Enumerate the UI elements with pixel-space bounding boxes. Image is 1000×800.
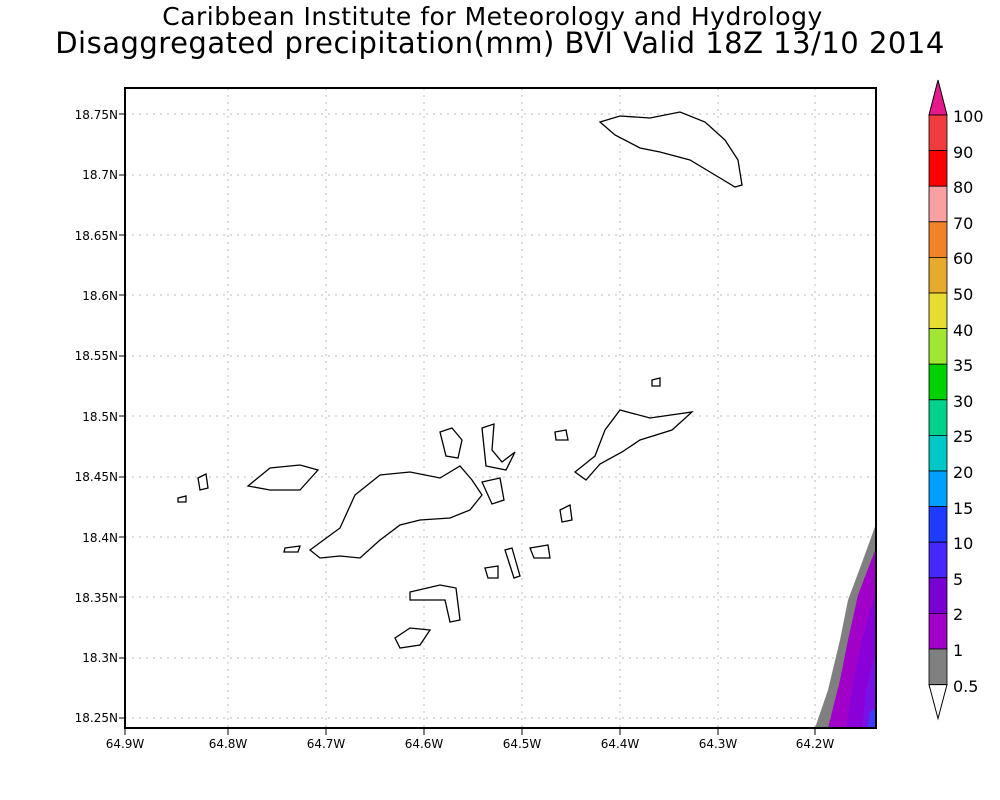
colorbar-segment xyxy=(928,114,948,151)
colorbar-label: 2 xyxy=(953,605,963,624)
lon-tick-label: 64.7W xyxy=(307,737,346,751)
island-salt xyxy=(484,565,499,579)
lon-tick-label: 64.6W xyxy=(405,737,444,751)
colorbar-segment xyxy=(928,256,948,294)
colorbar-labels: 100 90 80 70 60 50 40 35 30 25 20 15 10 … xyxy=(953,107,984,696)
colorbar-label: 35 xyxy=(953,356,973,375)
island-ginger xyxy=(529,544,551,559)
island-necker xyxy=(651,377,661,387)
colorbar-label: 100 xyxy=(953,107,984,126)
lat-tick-labels: 18.75N 18.7N 18.65N 18.6N 18.55N 18.5N 1… xyxy=(75,108,118,725)
island-cooper xyxy=(504,547,521,579)
colorbar-label: 50 xyxy=(953,285,973,304)
colorbar-segment xyxy=(928,648,948,685)
colorbar-bottom-arrow xyxy=(928,684,948,721)
colorbar xyxy=(928,79,948,721)
colorbar-label: 70 xyxy=(953,214,973,233)
islands xyxy=(177,111,743,649)
colorbar-segment xyxy=(928,399,948,436)
island-jost-van-dyke xyxy=(246,464,320,491)
island-beef xyxy=(481,477,505,505)
island-west-1 xyxy=(197,473,209,491)
gridlines xyxy=(125,88,876,728)
precip-10-15mm xyxy=(868,708,876,728)
lat-tick-label: 18.4N xyxy=(82,531,118,545)
lon-tick-labels: 64.9W 64.8W 64.7W 64.6W 64.5W 64.4W 64.3… xyxy=(106,737,835,751)
figure-title-product: Disaggregated precipitation(mm) BVI Vali… xyxy=(55,26,945,60)
colorbar-label: 0.5 xyxy=(953,677,978,696)
lat-tick-label: 18.7N xyxy=(82,168,118,182)
colorbar-segment xyxy=(928,185,948,223)
colorbar-segment xyxy=(928,328,948,365)
lon-tick-label: 64.3W xyxy=(699,737,738,751)
colorbar-segment xyxy=(928,541,948,579)
lon-tick-label: 64.5W xyxy=(503,737,542,751)
lat-tick-label: 18.65N xyxy=(75,229,118,243)
colorbar-label: 15 xyxy=(953,499,973,518)
colorbar-label: 10 xyxy=(953,534,973,553)
lat-tick-label: 18.5N xyxy=(82,410,118,424)
colorbar-segment xyxy=(928,292,948,329)
colorbar-label: 25 xyxy=(953,427,973,446)
lat-tick-label: 18.6N xyxy=(82,289,118,303)
figure-title-institute: Caribbean Institute for Meteorology and … xyxy=(162,2,823,31)
island-scrub xyxy=(481,423,516,471)
axis-ticks xyxy=(119,113,816,735)
island-peter xyxy=(409,584,461,623)
island-virgin-gorda xyxy=(573,409,695,481)
colorbar-label: 40 xyxy=(953,321,973,340)
colorbar-label: 20 xyxy=(953,463,973,482)
colorbar-label: 80 xyxy=(953,178,973,197)
island-small-1 xyxy=(559,504,573,523)
colorbar-segment xyxy=(928,577,948,614)
map-frame xyxy=(124,87,877,729)
island-norman xyxy=(394,627,432,649)
colorbar-segment xyxy=(928,613,948,650)
colorbar-label: 90 xyxy=(953,143,973,162)
colorbar-segment xyxy=(928,506,948,543)
island-mosquito xyxy=(554,429,569,441)
lat-tick-label: 18.35N xyxy=(75,591,118,605)
lat-tick-label: 18.45N xyxy=(75,470,118,484)
island-anegada xyxy=(598,111,743,188)
lat-tick-label: 18.55N xyxy=(75,349,118,363)
lat-tick-label: 18.25N xyxy=(75,711,118,725)
island-great-camanoe xyxy=(439,427,463,459)
colorbar-segment xyxy=(928,470,948,507)
lat-tick-label: 18.75N xyxy=(75,108,118,122)
colorbar-segment xyxy=(928,363,948,401)
colorbar-segment xyxy=(928,221,948,258)
island-little-jost xyxy=(283,545,301,553)
lon-tick-label: 64.8W xyxy=(209,737,248,751)
precip-5-10mm xyxy=(862,650,876,728)
lon-tick-label: 64.9W xyxy=(106,737,145,751)
lon-tick-label: 64.4W xyxy=(601,737,640,751)
colorbar-label: 30 xyxy=(953,392,973,411)
colorbar-top-arrow xyxy=(928,79,948,116)
lon-tick-label: 64.2W xyxy=(796,737,835,751)
island-west-2 xyxy=(177,495,187,503)
island-tortola xyxy=(308,465,483,559)
colorbar-label: 1 xyxy=(953,641,963,660)
colorbar-segment xyxy=(928,434,948,472)
colorbar-label: 5 xyxy=(953,570,963,589)
precipitation-field xyxy=(815,524,876,728)
colorbar-label: 60 xyxy=(953,249,973,268)
colorbar-segment xyxy=(928,150,948,187)
lat-tick-label: 18.3N xyxy=(82,651,118,665)
